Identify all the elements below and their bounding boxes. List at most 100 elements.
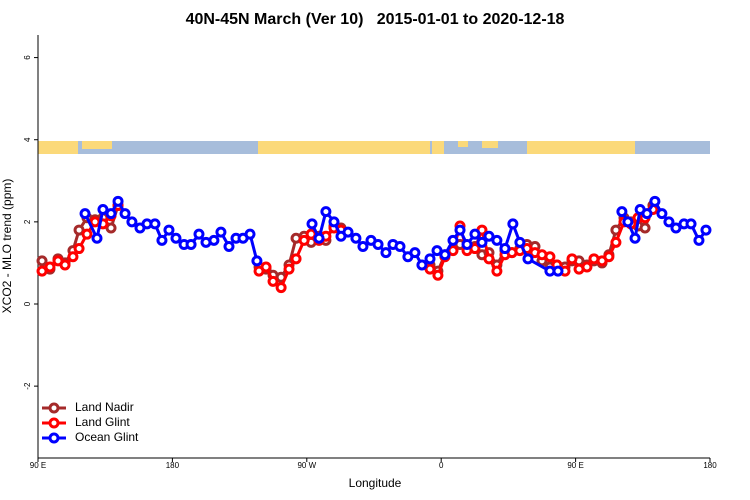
chart-title: 40N-45N March (Ver 10) 2015-01-01 to 202… bbox=[186, 11, 565, 28]
point bbox=[79, 208, 91, 220]
x-tick-label: 0 bbox=[439, 461, 444, 470]
point bbox=[581, 261, 593, 273]
legend-label: Land Nadir bbox=[75, 400, 134, 414]
point bbox=[67, 251, 79, 263]
point bbox=[275, 282, 287, 294]
point bbox=[320, 206, 332, 218]
point bbox=[149, 218, 161, 230]
legend-marker bbox=[48, 417, 60, 429]
point bbox=[306, 218, 318, 230]
point bbox=[544, 251, 556, 263]
point bbox=[469, 228, 481, 240]
x-tick-label: 90 E bbox=[567, 461, 583, 470]
point bbox=[622, 216, 634, 228]
point bbox=[656, 208, 668, 220]
point bbox=[616, 206, 628, 218]
x-tick-label: 90 E bbox=[30, 461, 46, 470]
point bbox=[126, 216, 138, 228]
point bbox=[91, 232, 103, 244]
point bbox=[432, 269, 444, 281]
point bbox=[328, 216, 340, 228]
y-tick-label: 2 bbox=[23, 219, 32, 224]
point bbox=[170, 232, 182, 244]
point bbox=[491, 234, 503, 246]
point bbox=[208, 234, 220, 246]
point bbox=[283, 263, 295, 275]
point bbox=[447, 245, 459, 257]
point bbox=[507, 218, 519, 230]
point bbox=[610, 236, 622, 248]
point bbox=[298, 234, 310, 246]
point bbox=[629, 232, 641, 244]
point bbox=[163, 224, 175, 236]
point bbox=[193, 228, 205, 240]
point bbox=[693, 234, 705, 246]
point bbox=[566, 253, 578, 265]
point bbox=[649, 195, 661, 207]
point bbox=[305, 228, 317, 240]
point bbox=[267, 275, 279, 287]
point bbox=[454, 224, 466, 236]
point bbox=[663, 216, 675, 228]
point bbox=[97, 204, 109, 216]
point bbox=[44, 261, 56, 273]
point bbox=[641, 208, 653, 220]
point bbox=[499, 243, 511, 255]
point bbox=[670, 222, 682, 234]
point bbox=[185, 238, 197, 250]
point bbox=[342, 226, 354, 238]
point bbox=[156, 234, 168, 246]
point bbox=[36, 255, 48, 267]
point bbox=[260, 261, 272, 273]
point bbox=[469, 243, 481, 255]
point bbox=[700, 224, 712, 236]
point bbox=[483, 253, 495, 265]
y-tick-label: 4 bbox=[23, 137, 32, 142]
point bbox=[409, 247, 421, 259]
point bbox=[313, 232, 325, 244]
point bbox=[522, 253, 534, 265]
point bbox=[350, 232, 362, 244]
point bbox=[372, 238, 384, 250]
y-tick-label: -2 bbox=[23, 382, 32, 390]
point bbox=[461, 238, 473, 250]
point bbox=[514, 236, 526, 248]
point bbox=[416, 259, 428, 271]
point bbox=[439, 249, 451, 261]
point bbox=[105, 208, 117, 220]
y-tick-label: 6 bbox=[23, 55, 32, 60]
point bbox=[476, 236, 488, 248]
x-tick-label: 180 bbox=[166, 461, 180, 470]
point bbox=[424, 263, 436, 275]
point bbox=[223, 241, 235, 252]
point bbox=[491, 265, 503, 277]
land-ocean-strip bbox=[38, 141, 710, 154]
point bbox=[639, 222, 651, 234]
point bbox=[244, 228, 256, 240]
point bbox=[36, 265, 48, 277]
legend-marker bbox=[48, 432, 60, 444]
y-axis-label: XCO2 - MLO trend (ppm) bbox=[0, 179, 14, 314]
point bbox=[483, 230, 495, 242]
legend-label: Land Glint bbox=[75, 415, 130, 429]
point bbox=[380, 247, 392, 259]
point bbox=[251, 255, 263, 267]
point bbox=[215, 226, 227, 238]
point bbox=[81, 228, 93, 240]
x-axis-label: Longitude bbox=[349, 476, 402, 490]
point bbox=[357, 241, 369, 252]
point bbox=[394, 241, 406, 252]
point bbox=[552, 265, 564, 277]
point bbox=[290, 253, 302, 265]
legend-label: Ocean Glint bbox=[75, 430, 139, 444]
point bbox=[112, 195, 124, 207]
y-tick-label: 0 bbox=[23, 301, 32, 306]
x-tick-label: 90 W bbox=[297, 461, 316, 470]
point bbox=[59, 259, 71, 271]
point bbox=[603, 251, 615, 263]
point bbox=[105, 222, 117, 234]
point bbox=[424, 253, 436, 265]
x-tick-label: 180 bbox=[703, 461, 717, 470]
point bbox=[431, 245, 443, 257]
